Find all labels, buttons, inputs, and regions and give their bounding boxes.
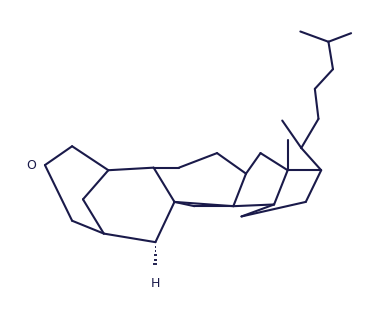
Text: O: O <box>26 159 37 172</box>
Text: H: H <box>151 277 160 290</box>
